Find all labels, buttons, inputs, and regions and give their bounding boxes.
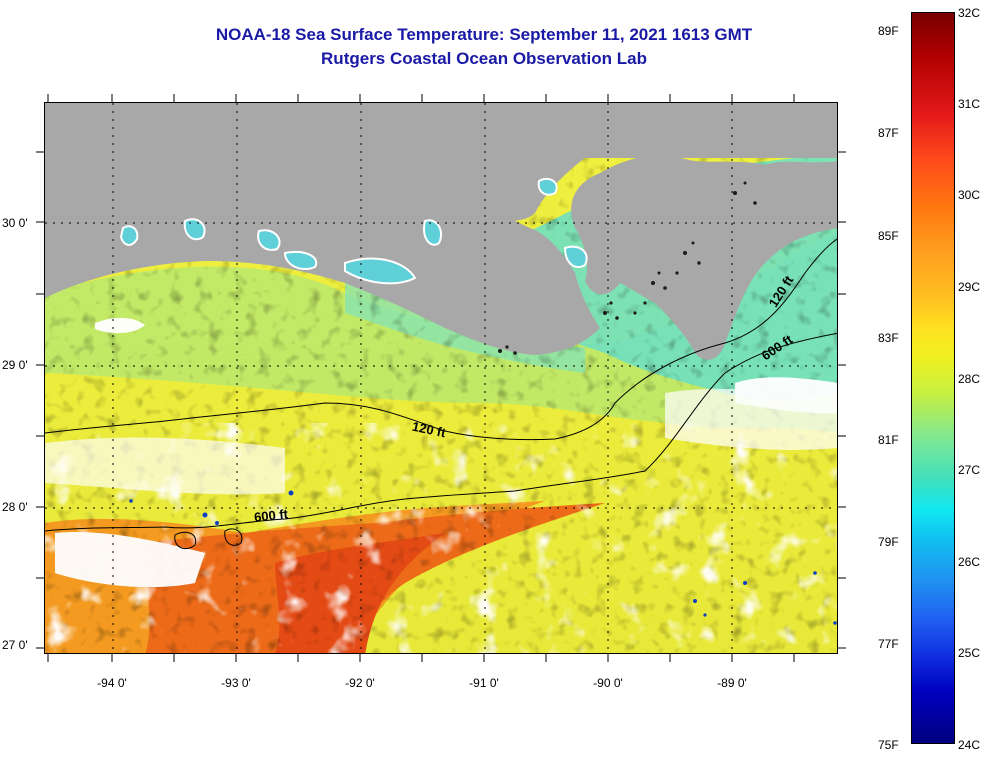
lon-label-93: -93 0' bbox=[221, 676, 251, 690]
colorbar-label-89f: 89F bbox=[878, 24, 899, 38]
land-upper bbox=[45, 103, 837, 263]
lat-label-30: 30 0' bbox=[2, 216, 28, 230]
colorbar-label-81f: 81F bbox=[878, 433, 899, 447]
lon-label-94: -94 0' bbox=[97, 676, 127, 690]
lat-label-28: 28 0' bbox=[2, 500, 28, 514]
map-subtitle: Rutgers Coastal Ocean Observation Lab bbox=[321, 49, 647, 68]
sst-map-image bbox=[45, 103, 837, 653]
colorbar-label-30c: 30C bbox=[958, 188, 981, 202]
colorbar-label-75f: 75F bbox=[878, 738, 899, 752]
colorbar-label-27c: 27C bbox=[958, 463, 981, 477]
colorbar-label-87f: 87F bbox=[878, 126, 899, 140]
sst-map bbox=[44, 102, 838, 654]
colorbar-label-29c: 29C bbox=[958, 280, 981, 294]
colorbar-label-83f: 83F bbox=[878, 331, 899, 345]
contour-600ft-loop bbox=[174, 531, 197, 550]
contour-600ft-loop2 bbox=[224, 528, 243, 546]
colorbar-label-31c: 31C bbox=[958, 97, 981, 111]
lon-label-92: -92 0' bbox=[345, 676, 375, 690]
delta-marsh bbox=[498, 181, 757, 355]
coastal-water-patches bbox=[119, 177, 588, 285]
colorbar-label-24c: 24C bbox=[958, 738, 981, 752]
colorbar-label-28c: 28C bbox=[958, 372, 981, 386]
lon-label-89: -89 0' bbox=[717, 676, 747, 690]
colorbar-label-77f: 77F bbox=[878, 637, 899, 651]
colorbar-label-85f: 85F bbox=[878, 229, 899, 243]
map-title: NOAA-18 Sea Surface Temperature: Septemb… bbox=[215, 25, 753, 44]
contour-120ft-main bbox=[45, 238, 837, 441]
colorbar-label-79f: 79F bbox=[878, 535, 899, 549]
cold-specks bbox=[129, 490, 837, 625]
lat-label-29: 29 0' bbox=[2, 358, 28, 372]
lon-label-90: -90 0' bbox=[593, 676, 623, 690]
contour-600ft-main bbox=[45, 332, 837, 532]
colorbar-label-25c: 25C bbox=[958, 646, 981, 660]
lat-label-27: 27 0' bbox=[2, 638, 28, 652]
colorbar-label-32c: 32C bbox=[958, 6, 981, 20]
colorbar-label-26c: 26C bbox=[958, 555, 981, 569]
lon-label-91: -91 0' bbox=[469, 676, 499, 690]
temperature-colorbar bbox=[911, 12, 955, 744]
